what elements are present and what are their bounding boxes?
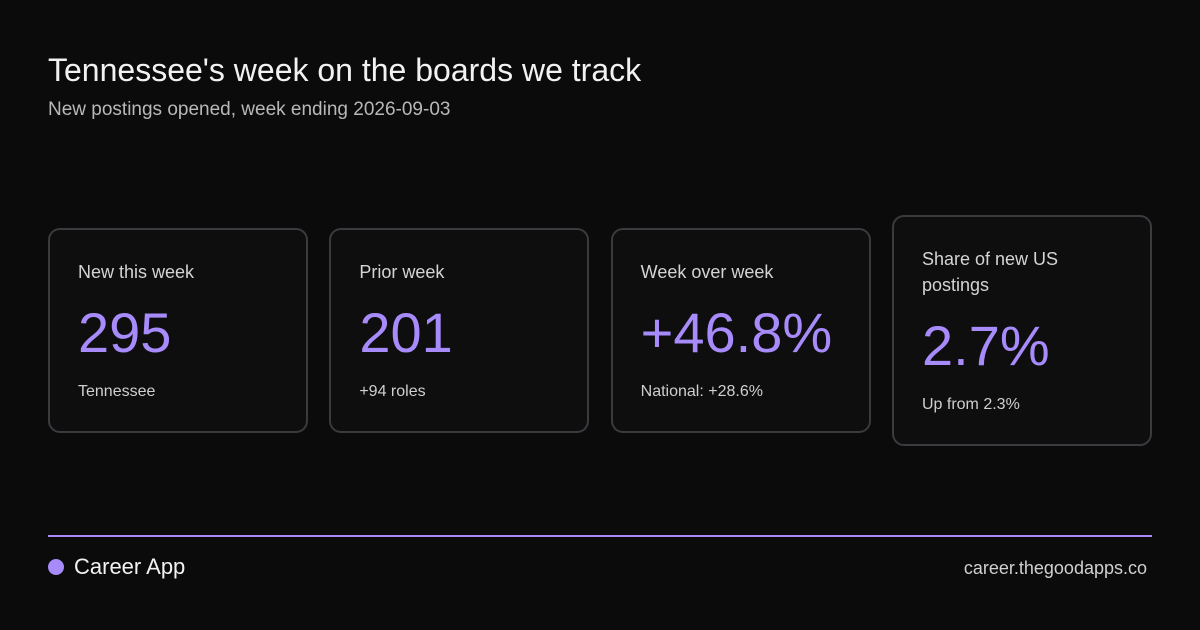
brand: Career App bbox=[74, 554, 186, 579]
stat-note: Tennessee bbox=[78, 382, 156, 400]
stat-note: +94 roles bbox=[359, 382, 426, 400]
title: Tennessee's week on the boards we track bbox=[48, 52, 642, 88]
card-row: New this week 295 Tennessee Prior week 201 +9… bbox=[48, 200, 1152, 460]
stat-value: 2.7% bbox=[921, 313, 1050, 377]
stat-label: Prior week bbox=[359, 261, 445, 282]
brand-dot bbox=[48, 559, 64, 575]
stat-value: 295 bbox=[78, 300, 172, 364]
stat-card: Share of new US postings 2.7% Up from 2.3% bbox=[891, 214, 1152, 446]
stat-note: National: +28.6% bbox=[640, 382, 763, 400]
stat-label: New this week bbox=[78, 261, 195, 282]
stat-note: Up from 2.3% bbox=[921, 395, 1020, 413]
stat-label: Share of new US postings bbox=[921, 248, 1059, 295]
stat-value: 201 bbox=[359, 300, 453, 364]
stat-card: New this week 295 Tennessee bbox=[48, 227, 308, 433]
subtitle: New postings opened, week ending 2026-09… bbox=[48, 99, 451, 120]
stat-card: Week over week +46.8% National: +28.6% bbox=[610, 227, 871, 433]
stat-value: +46.8% bbox=[640, 300, 833, 364]
divider bbox=[48, 535, 1152, 537]
url: career.thegoodapps.co bbox=[963, 558, 1147, 578]
stat-card: Prior week 201 +94 roles bbox=[329, 227, 590, 433]
stat-label: Week over week bbox=[640, 261, 774, 282]
